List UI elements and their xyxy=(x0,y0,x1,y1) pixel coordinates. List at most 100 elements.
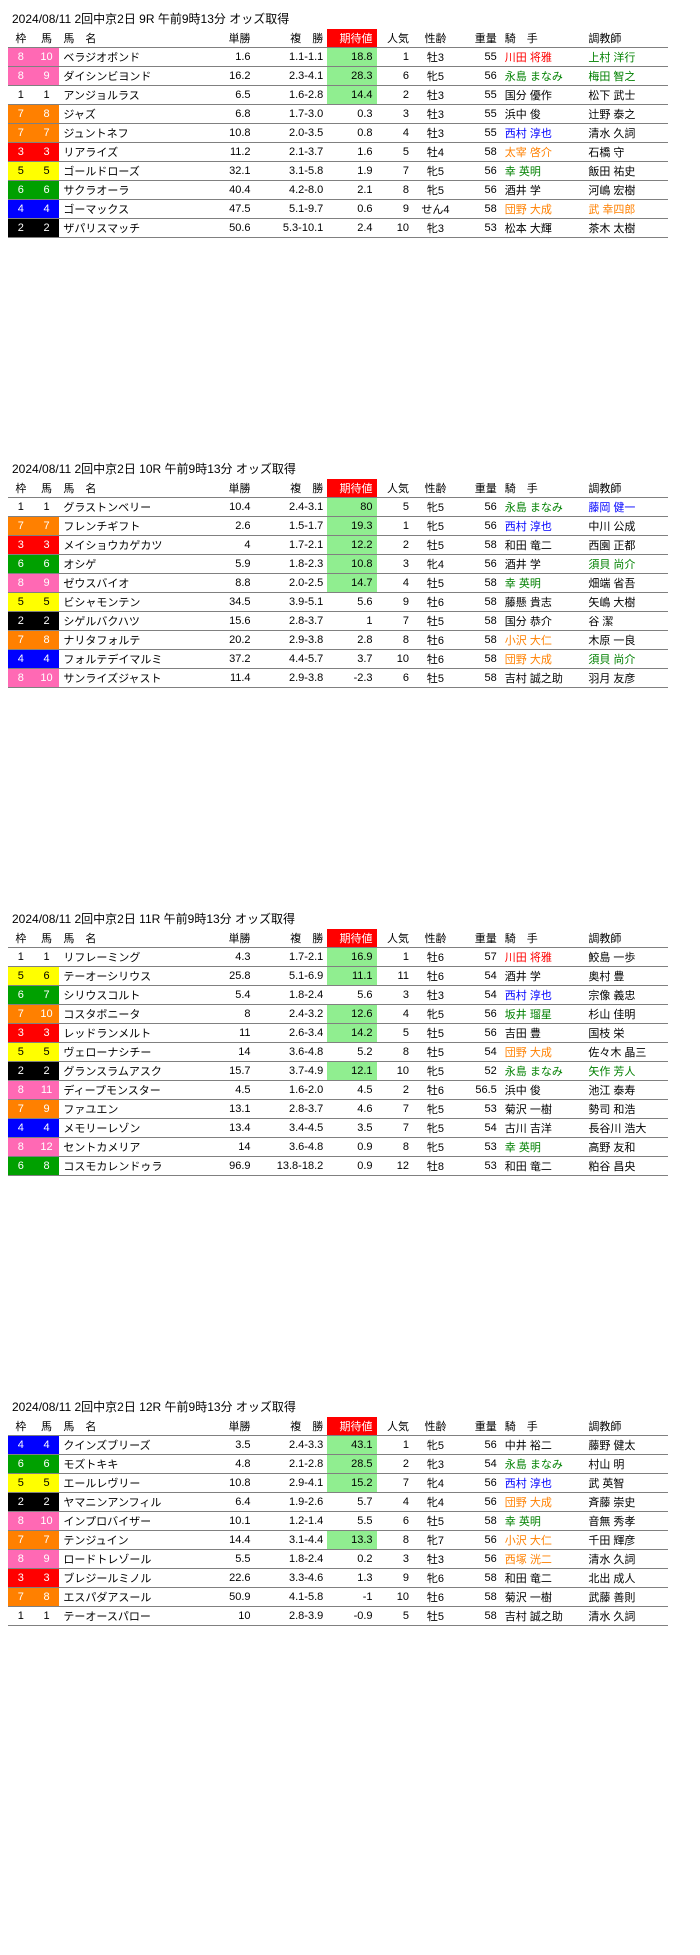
juryo-cell: 56 xyxy=(458,1493,501,1512)
uma-cell: 8 xyxy=(34,1588,60,1607)
seirei-cell: 牝5 xyxy=(413,1138,458,1157)
chokyoshi-cell: 武 英智 xyxy=(584,1474,668,1493)
table-row: 22ザパリスマッチ50.65.3-10.12.410牝353松本 大輝茶木 太樹 xyxy=(8,219,668,238)
header-name: 馬 名 xyxy=(59,929,194,948)
tansho-cell: 10.8 xyxy=(194,1474,256,1493)
waku-cell: 8 xyxy=(8,1081,34,1100)
table-row: 77テンジュイン14.43.1-4.413.38牝756小沢 大仁千田 輝彦 xyxy=(8,1531,668,1550)
uma-cell: 7 xyxy=(34,517,60,536)
seirei-cell: 牝5 xyxy=(413,1062,458,1081)
chokyoshi-cell: 奥村 豊 xyxy=(584,967,668,986)
exp-cell: 43.1 xyxy=(327,1436,376,1455)
waku-cell: 4 xyxy=(8,1119,34,1138)
exp-cell: 2.4 xyxy=(327,219,376,238)
exp-cell: 0.3 xyxy=(327,105,376,124)
fuku-cell: 1.2-1.4 xyxy=(257,1512,328,1531)
table-row: 66オシゲ5.91.8-2.310.83牝456酒井 学須貝 尚介 xyxy=(8,555,668,574)
fuku-cell: 3.1-5.8 xyxy=(257,162,328,181)
horse-name: ヴェローナシチー xyxy=(59,1043,194,1062)
exp-cell: 80 xyxy=(327,498,376,517)
uma-cell: 7 xyxy=(34,124,60,143)
exp-cell: 16.9 xyxy=(327,948,376,967)
fuku-cell: 2.6-3.4 xyxy=(257,1024,328,1043)
fuku-cell: 5.1-9.7 xyxy=(257,200,328,219)
juryo-cell: 58 xyxy=(458,669,501,688)
header-seirei: 性齢 xyxy=(413,29,458,48)
seirei-cell: 牡5 xyxy=(413,1024,458,1043)
fuku-cell: 3.4-4.5 xyxy=(257,1119,328,1138)
exp-cell: 14.2 xyxy=(327,1024,376,1043)
kishu-cell: 酒井 学 xyxy=(501,181,585,200)
uma-cell: 10 xyxy=(34,669,60,688)
tansho-cell: 5.9 xyxy=(194,555,256,574)
fuku-cell: 1.7-3.0 xyxy=(257,105,328,124)
header-juryo: 重量 xyxy=(458,479,501,498)
juryo-cell: 54 xyxy=(458,1119,501,1138)
horse-name: ブレジールミノル xyxy=(59,1569,194,1588)
race-block: 2024/08/11 2回中京2日 12R 午前9時13分 オッズ取得枠馬馬 名… xyxy=(8,1396,692,1626)
waku-cell: 1 xyxy=(8,498,34,517)
uma-cell: 3 xyxy=(34,1569,60,1588)
exp-cell: 4.5 xyxy=(327,1081,376,1100)
table-row: 812セントカメリア143.6-4.80.98牝553幸 英明高野 友和 xyxy=(8,1138,668,1157)
chokyoshi-cell: 清水 久詞 xyxy=(584,124,668,143)
kishu-cell: 吉村 誠之助 xyxy=(501,1607,585,1626)
header-uma: 馬 xyxy=(34,479,60,498)
waku-cell: 8 xyxy=(8,574,34,593)
chokyoshi-cell: 千田 輝彦 xyxy=(584,1531,668,1550)
uma-cell: 9 xyxy=(34,1100,60,1119)
tansho-cell: 13.4 xyxy=(194,1119,256,1138)
horse-name: セントカメリア xyxy=(59,1138,194,1157)
table-row: 78ジャズ6.81.7-3.00.33牡355浜中 俊辻野 泰之 xyxy=(8,105,668,124)
horse-name: テーオースパロー xyxy=(59,1607,194,1626)
uma-cell: 2 xyxy=(34,219,60,238)
uma-cell: 12 xyxy=(34,1138,60,1157)
ninki-cell: 8 xyxy=(377,631,413,650)
ninki-cell: 4 xyxy=(377,1005,413,1024)
exp-cell: 14.7 xyxy=(327,574,376,593)
header-fuku: 複 勝 xyxy=(257,929,328,948)
horse-name: サンライズジャスト xyxy=(59,669,194,688)
exp-cell: 5.6 xyxy=(327,593,376,612)
fuku-cell: 2.1-3.7 xyxy=(257,143,328,162)
exp-cell: 12.2 xyxy=(327,536,376,555)
chokyoshi-cell: 石橋 守 xyxy=(584,143,668,162)
uma-cell: 3 xyxy=(34,536,60,555)
header-kishu: 騎 手 xyxy=(501,1417,585,1436)
tansho-cell: 10.8 xyxy=(194,124,256,143)
waku-cell: 8 xyxy=(8,1550,34,1569)
chokyoshi-cell: 木原 一良 xyxy=(584,631,668,650)
fuku-cell: 2.0-2.5 xyxy=(257,574,328,593)
header-juryo: 重量 xyxy=(458,929,501,948)
seirei-cell: 牡8 xyxy=(413,1157,458,1176)
table-row: 810サンライズジャスト11.42.9-3.8-2.36牡558吉村 誠之助羽月… xyxy=(8,669,668,688)
waku-cell: 8 xyxy=(8,669,34,688)
ninki-cell: 1 xyxy=(377,517,413,536)
uma-cell: 4 xyxy=(34,1436,60,1455)
exp-cell: 0.8 xyxy=(327,124,376,143)
waku-cell: 2 xyxy=(8,1493,34,1512)
horse-name: リフレーミング xyxy=(59,948,194,967)
horse-name: シゲルバクハツ xyxy=(59,612,194,631)
kishu-cell: 松本 大輝 xyxy=(501,219,585,238)
juryo-cell: 54 xyxy=(458,1455,501,1474)
exp-cell: 0.2 xyxy=(327,1550,376,1569)
horse-name: シリウスコルト xyxy=(59,986,194,1005)
kishu-cell: 川田 将雅 xyxy=(501,48,585,67)
seirei-cell: 牡3 xyxy=(413,105,458,124)
table-row: 44クインズブリーズ3.52.4-3.343.11牝556中井 裕二藤野 健太 xyxy=(8,1436,668,1455)
exp-cell: 5.7 xyxy=(327,1493,376,1512)
tansho-cell: 13.1 xyxy=(194,1100,256,1119)
tansho-cell: 6.5 xyxy=(194,86,256,105)
exp-cell: 10.8 xyxy=(327,555,376,574)
juryo-cell: 56 xyxy=(458,181,501,200)
exp-cell: 0.9 xyxy=(327,1138,376,1157)
table-row: 710コスタボニータ82.4-3.212.64牝556坂井 瑠星杉山 佳明 xyxy=(8,1005,668,1024)
table-row: 11グラストンベリー10.42.4-3.1805牝556永島 まなみ藤岡 健一 xyxy=(8,498,668,517)
horse-name: ナリタフォルテ xyxy=(59,631,194,650)
waku-cell: 5 xyxy=(8,593,34,612)
header-ninki: 人気 xyxy=(377,1417,413,1436)
exp-cell: 12.6 xyxy=(327,1005,376,1024)
seirei-cell: 牝5 xyxy=(413,162,458,181)
tansho-cell: 16.2 xyxy=(194,67,256,86)
